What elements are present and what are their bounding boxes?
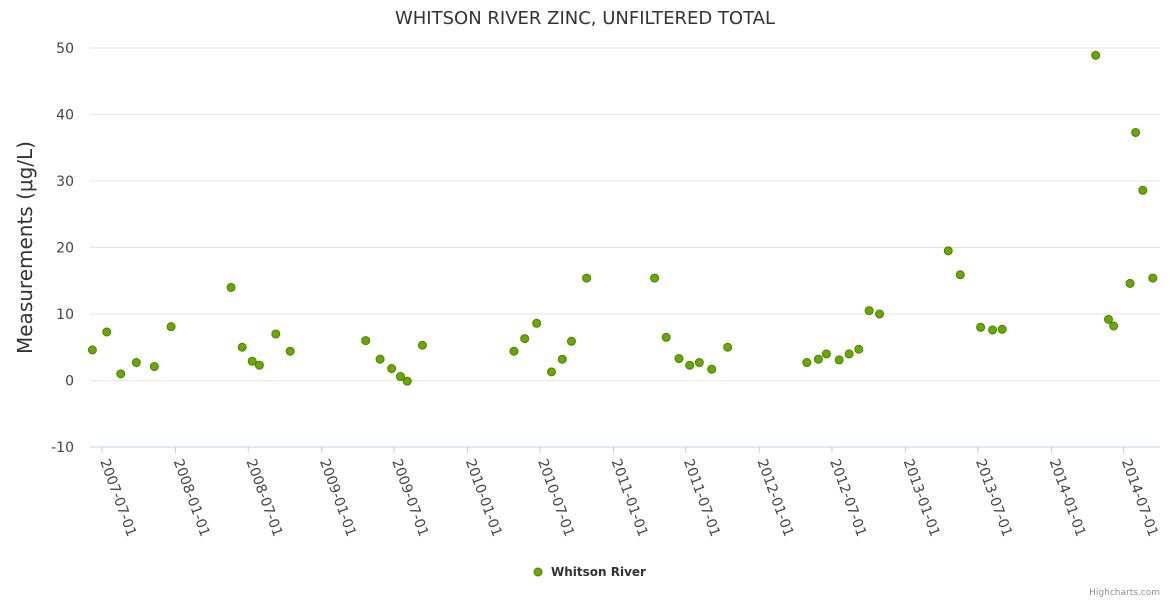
- series-whitson-river-points: [87, 50, 1158, 386]
- x-tick-label: 2013-07-01: [972, 457, 1015, 539]
- data-point[interactable]: [102, 327, 112, 337]
- data-point[interactable]: [976, 322, 986, 332]
- data-point[interactable]: [694, 358, 704, 368]
- x-tick-label: 2009-01-01: [316, 457, 359, 539]
- x-axis-ticks: 2007-07-01 2008-01-01 2008-07-01 2009-01-01…: [96, 447, 1161, 539]
- data-point[interactable]: [149, 362, 159, 372]
- x-tick-label: 2007-07-01: [96, 457, 139, 539]
- data-point[interactable]: [821, 349, 831, 359]
- data-point[interactable]: [1148, 273, 1158, 283]
- data-point[interactable]: [707, 364, 717, 374]
- data-point[interactable]: [226, 282, 236, 292]
- x-tick-label: 2014-01-01: [1046, 457, 1089, 539]
- data-point[interactable]: [271, 329, 281, 339]
- data-point[interactable]: [723, 342, 733, 352]
- x-tick-label: 2011-07-01: [680, 457, 723, 539]
- data-point[interactable]: [997, 324, 1007, 334]
- x-tick-label: 2012-01-01: [753, 457, 796, 539]
- data-point[interactable]: [864, 306, 874, 316]
- y-tick-label: 30: [56, 174, 74, 190]
- data-point[interactable]: [1125, 278, 1135, 288]
- data-point[interactable]: [1109, 321, 1119, 331]
- data-point[interactable]: [254, 360, 264, 370]
- data-point[interactable]: [1138, 185, 1148, 195]
- legend-marker-icon: [533, 567, 543, 577]
- y-tick-label: -10: [51, 440, 74, 456]
- y-axis-label: Measurements (μg/L): [13, 141, 37, 354]
- data-point[interactable]: [237, 342, 247, 352]
- y-tick-label: 0: [65, 374, 74, 390]
- data-point[interactable]: [387, 364, 397, 374]
- x-tick-label: 2012-07-01: [826, 457, 869, 539]
- x-tick-label: 2008-01-01: [170, 457, 213, 539]
- y-axis-tick-labels: -10 0 10 20 30 40 50: [51, 41, 74, 456]
- legend-item-whitson-river[interactable]: Whitson River: [551, 565, 646, 579]
- y-tick-label: 50: [56, 41, 74, 57]
- y-tick-label: 40: [56, 108, 74, 124]
- data-point[interactable]: [943, 246, 953, 256]
- y-grid-lines: [90, 47, 1160, 448]
- x-tick-label: 2014-07-01: [1118, 457, 1161, 539]
- data-point[interactable]: [802, 358, 812, 368]
- data-point[interactable]: [834, 355, 844, 365]
- data-point[interactable]: [1131, 127, 1141, 137]
- data-point[interactable]: [546, 367, 556, 377]
- data-point[interactable]: [1103, 314, 1113, 324]
- data-point[interactable]: [520, 334, 530, 344]
- data-point[interactable]: [988, 325, 998, 335]
- data-point[interactable]: [402, 376, 412, 386]
- data-point[interactable]: [566, 336, 576, 346]
- data-point[interactable]: [582, 273, 592, 283]
- data-point[interactable]: [395, 372, 405, 382]
- x-tick-label: 2010-07-01: [534, 457, 577, 539]
- credits-link[interactable]: Highcharts.com: [1089, 588, 1160, 598]
- data-point[interactable]: [557, 354, 567, 364]
- data-point[interactable]: [661, 332, 671, 342]
- data-point[interactable]: [844, 349, 854, 359]
- data-point[interactable]: [361, 336, 371, 346]
- data-point[interactable]: [650, 273, 660, 283]
- data-point[interactable]: [1091, 50, 1101, 60]
- legend[interactable]: Whitson River: [533, 565, 646, 579]
- x-tick-label: 2008-07-01: [242, 457, 285, 539]
- data-point[interactable]: [685, 360, 695, 370]
- data-point[interactable]: [955, 270, 965, 280]
- data-point[interactable]: [854, 344, 864, 354]
- data-point[interactable]: [87, 345, 97, 355]
- x-tick-label: 2013-01-01: [900, 457, 943, 539]
- y-tick-label: 20: [56, 241, 74, 257]
- x-tick-label: 2011-01-01: [608, 457, 651, 539]
- data-point[interactable]: [166, 322, 176, 332]
- data-point[interactable]: [532, 318, 542, 328]
- data-point[interactable]: [417, 340, 427, 350]
- x-tick-label: 2010-01-01: [462, 457, 505, 539]
- chart-title: WHITSON RIVER ZINC, UNFILTERED TOTAL: [395, 8, 775, 29]
- data-point[interactable]: [509, 346, 519, 356]
- data-point[interactable]: [813, 354, 823, 364]
- y-tick-label: 10: [56, 307, 74, 323]
- data-point[interactable]: [875, 309, 885, 319]
- data-point[interactable]: [247, 356, 257, 366]
- x-tick-label: 2009-07-01: [388, 457, 431, 539]
- data-point[interactable]: [674, 354, 684, 364]
- data-point[interactable]: [375, 354, 385, 364]
- data-point[interactable]: [285, 346, 295, 356]
- data-point[interactable]: [116, 369, 126, 379]
- data-point[interactable]: [131, 358, 141, 368]
